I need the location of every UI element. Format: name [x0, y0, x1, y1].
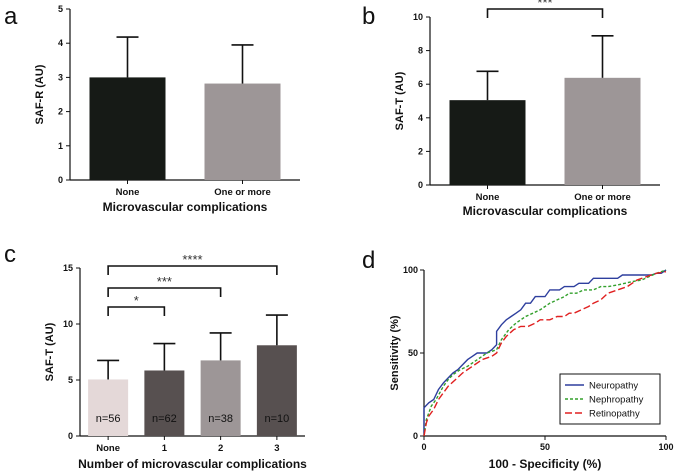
d-roc-line-neuropathy [423, 269, 667, 436]
a-category-label-0: None [116, 187, 140, 198]
c-significance-bracket-2 [107, 265, 278, 275]
d-y-axis-label: Sensitivity (%) [389, 315, 401, 391]
c-category-label-2: 2 [218, 443, 223, 454]
c-n-label-2: n=38 [208, 413, 233, 425]
panel-letter-a: a [4, 3, 18, 30]
panel-c-bar-chart: 0 5 10 15 None n=56 1 n=62 2 n=38 3 n=10 SAF-T (AU) N… [44, 252, 307, 471]
b-category-label-0: None [476, 192, 500, 203]
c-bar-3 [256, 345, 297, 436]
a-y-tick-label: 4 [58, 38, 63, 48]
a-bar-0 [89, 77, 166, 180]
d-legend-label-retinopathy: Retinopathy [589, 409, 640, 420]
a-y-tick-label: 0 [58, 175, 63, 185]
d-legend-label-nephropathy: Nephropathy [589, 395, 644, 406]
c-n-label-1: n=62 [152, 413, 177, 425]
c-significance-bracket-0 [107, 306, 166, 316]
c-x-axis-label: Number of microvascular complications [78, 457, 307, 471]
a-y-tick-label: 3 [58, 72, 63, 82]
a-y-tick-label: 2 [58, 107, 63, 117]
c-n-label-3: n=10 [264, 413, 289, 425]
b-bar-1 [564, 77, 641, 185]
panel-a-bar-chart: 0 1 2 3 4 5 None One or more SAF-R (AU) Microvasc… [34, 4, 300, 214]
d-y-tick-label: 50 [408, 348, 418, 358]
a-y-tick-label: 1 [58, 141, 63, 151]
d-x-tick-label: 100 [658, 442, 673, 452]
d-y-tick-label: 0 [413, 431, 418, 441]
c-y-tick-label: 10 [63, 319, 73, 329]
b-y-tick-label: 4 [418, 113, 423, 123]
panel-letter-b: b [362, 3, 375, 30]
b-x-axis-label: Microvascular complications [463, 204, 628, 218]
c-category-label-1: 1 [162, 443, 168, 454]
b-y-tick-label: 6 [418, 79, 423, 89]
b-y-axis-label: SAF-T (AU) [394, 71, 406, 130]
c-bar-1 [144, 370, 185, 436]
c-significance-label-0: * [134, 293, 139, 308]
c-y-tick-label: 0 [68, 431, 73, 441]
c-y-tick-label: 15 [63, 263, 73, 273]
b-significance-bracket-0 [486, 8, 604, 18]
d-roc-line-nephropathy [423, 269, 667, 437]
c-significance-bracket-1 [107, 287, 222, 297]
c-n-label-0: n=56 [96, 413, 121, 425]
panel-b-bar-chart: 0 2 4 6 8 10 None One or more SAF-T (AU) Microvas… [394, 0, 660, 218]
c-y-tick-label: 5 [68, 375, 73, 385]
b-y-tick-label: 2 [418, 146, 423, 156]
b-y-tick-label: 8 [418, 46, 423, 56]
d-roc-line-retinopathy [423, 271, 667, 437]
a-category-label-1: One or more [214, 187, 271, 198]
b-significance-label-0: *** [537, 0, 552, 10]
b-y-tick-label: 0 [418, 180, 423, 190]
a-bar-1 [204, 83, 281, 180]
c-bar-2 [200, 360, 241, 436]
panel-letter-c: c [4, 241, 16, 268]
b-category-label-1: One or more [574, 192, 631, 203]
c-significance-label-1: *** [157, 274, 172, 289]
panel-letter-d: d [362, 247, 375, 274]
panel-d-roc-chart: 0 50 100 0 50 100 Sensitivity (%) 100 - Specifi… [389, 265, 674, 471]
c-y-axis-label: SAF-T (AU) [44, 322, 56, 381]
d-y-tick-label: 100 [403, 265, 418, 275]
c-category-label-0: None [96, 443, 120, 454]
c-significance-label-2: **** [182, 252, 202, 267]
d-x-tick-label: 0 [421, 442, 426, 452]
b-bar-0 [449, 100, 526, 185]
d-legend-box [559, 373, 661, 425]
c-bar-0 [88, 379, 129, 436]
c-category-label-3: 3 [274, 443, 279, 454]
a-y-tick-label: 5 [58, 4, 63, 14]
d-x-axis-label: 100 - Specificity (%) [489, 457, 602, 471]
d-legend-label-neuropathy: Neuropathy [589, 381, 638, 392]
a-y-axis-label: SAF-R (AU) [34, 64, 46, 124]
a-x-axis-label: Microvascular complications [103, 200, 268, 214]
b-y-tick-label: 10 [413, 12, 423, 22]
d-x-tick-label: 50 [540, 442, 550, 452]
